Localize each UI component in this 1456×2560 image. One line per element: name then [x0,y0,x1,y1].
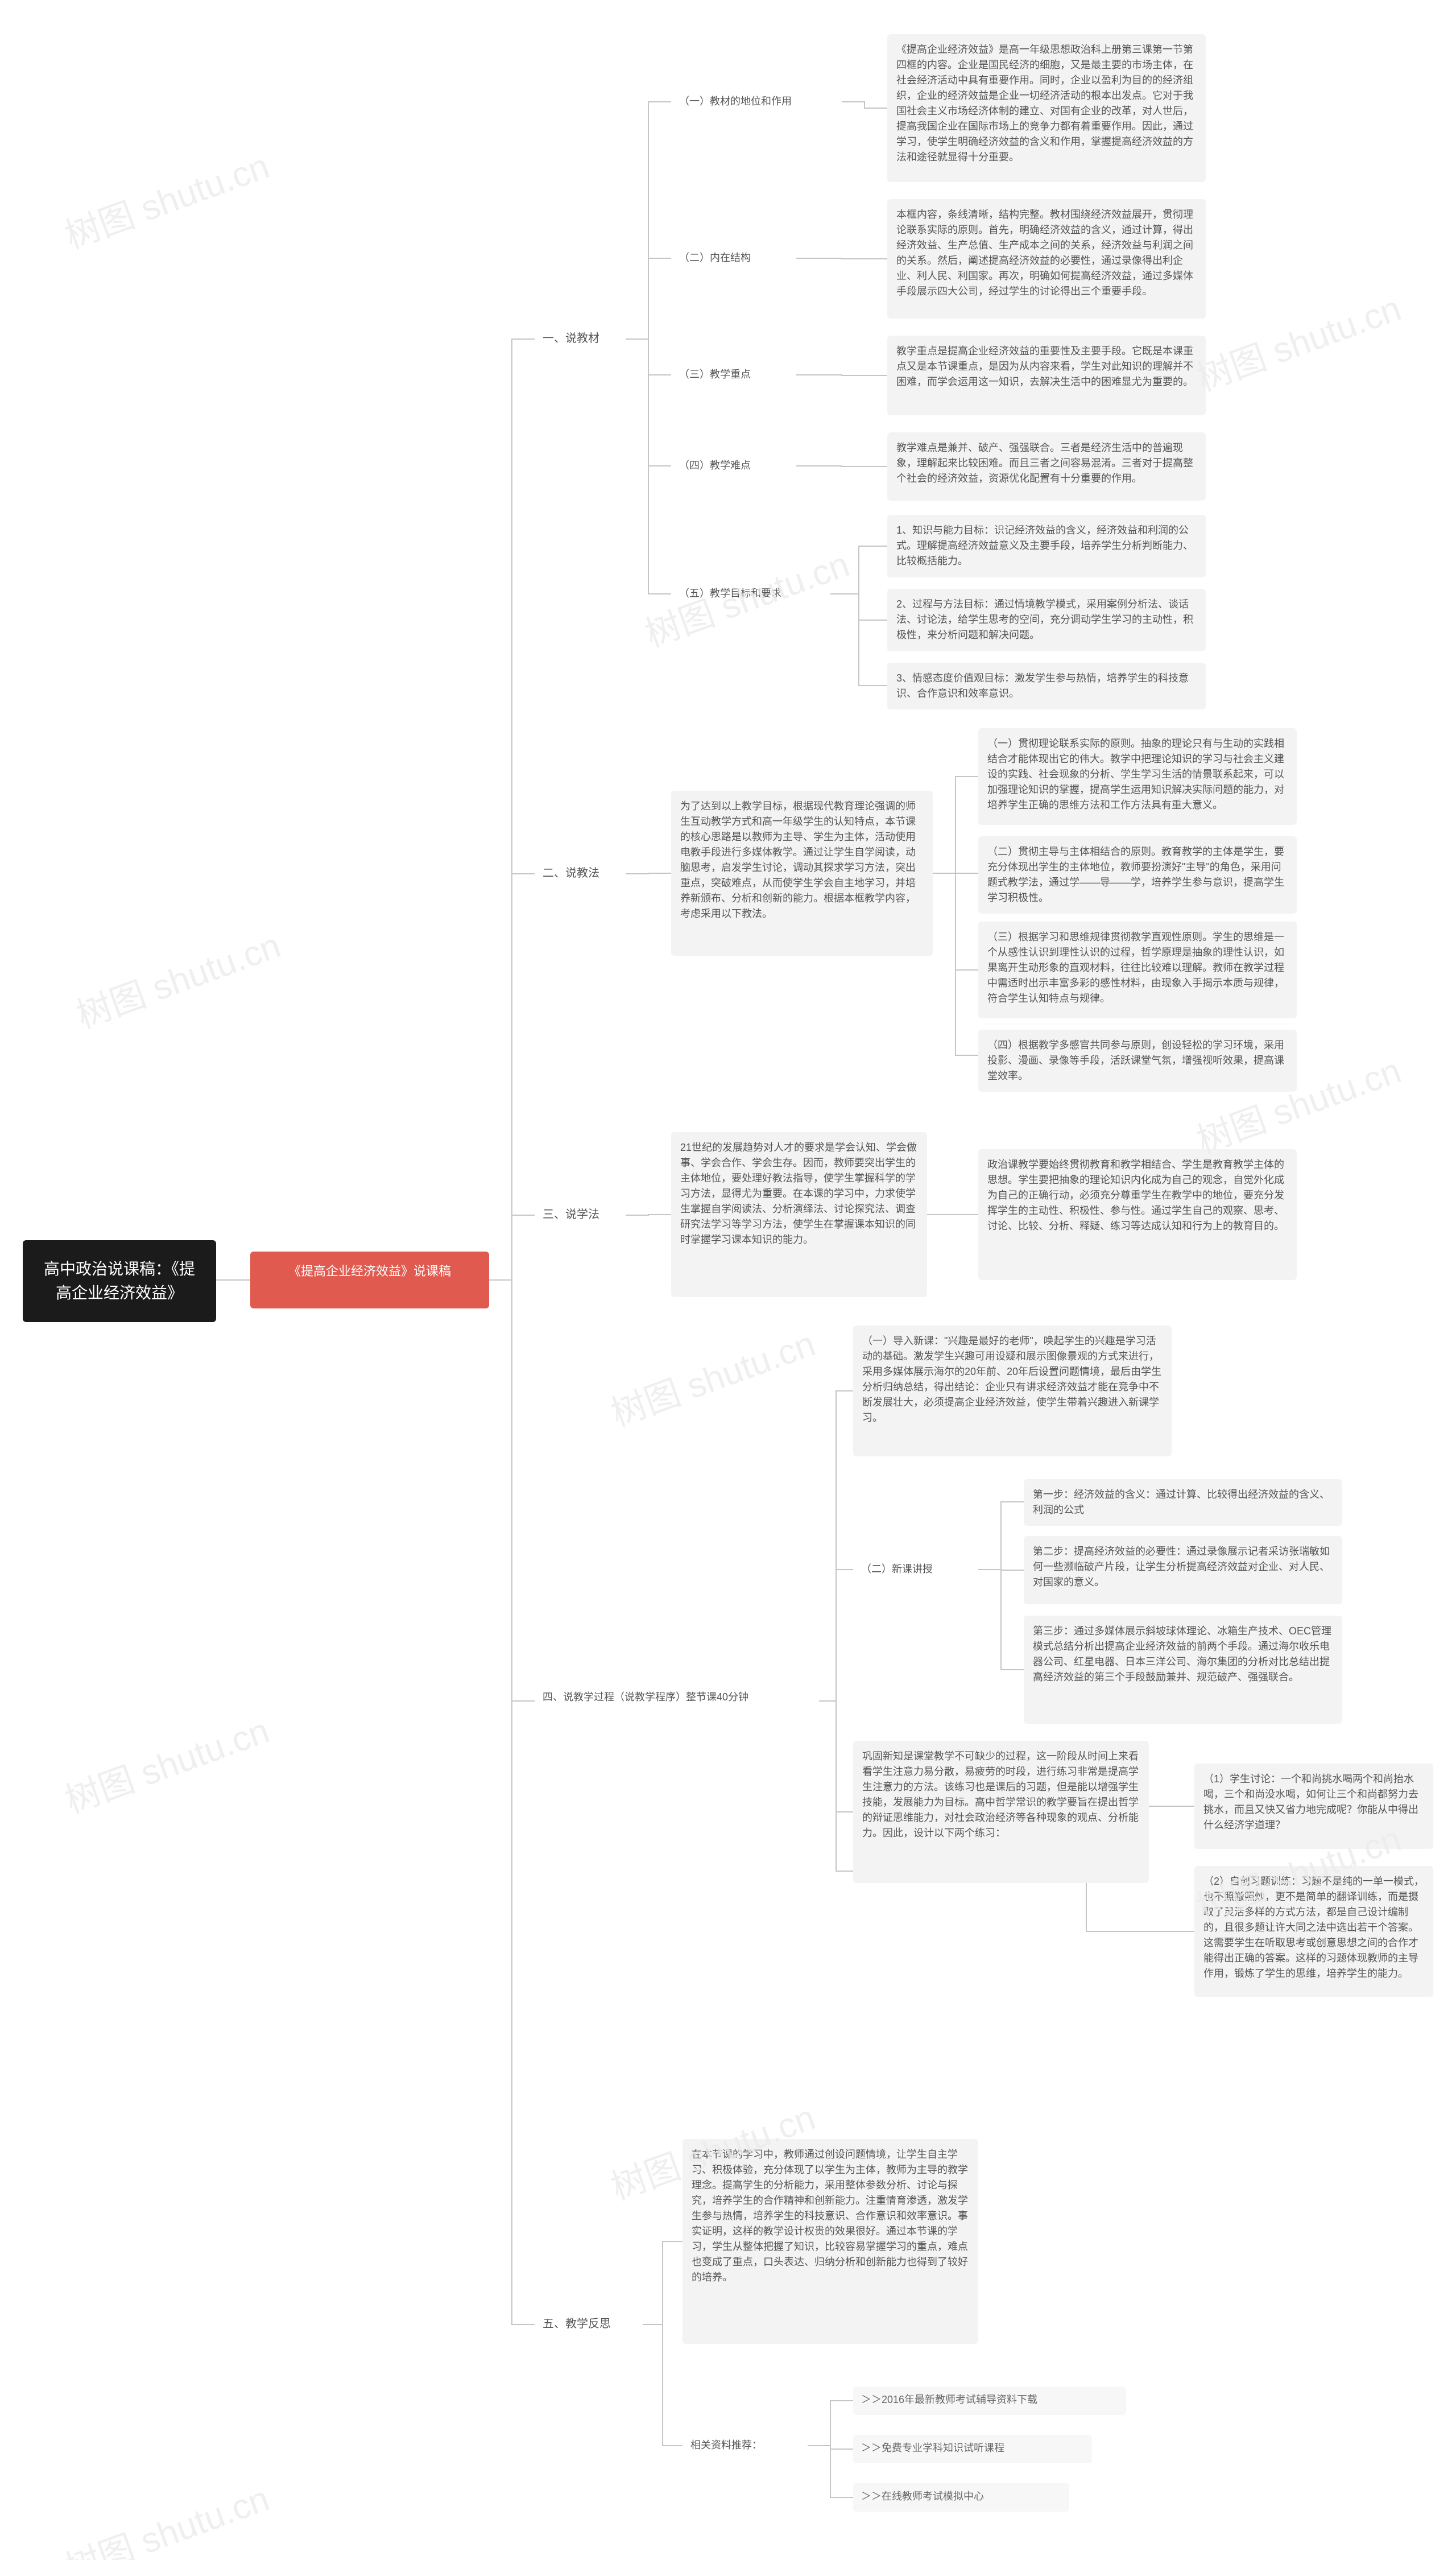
watermark: 树图 shutu.cn [57,1702,275,1823]
section-s5: 五、教学反思 [535,2310,643,2339]
section-s3: 三、说学法 [535,1200,626,1230]
box-s2a: （一）贯彻理论联系实际的原则。抽象的理论只有与生动的实践相结合才能体现出它的伟大… [978,728,1297,825]
box-s4b1: 第一步：经济效益的含义：通过计算、比较得出经济效益的含义、利润的公式 [1024,1479,1342,1526]
section-s4: 四、说教学过程（说教学程序）整节课40分钟 [535,1684,819,1718]
box-s1a1: 《提高企业经济效益》是高一年级思想政治科上册第三课第一节第四框的内容。企业是国民… [887,34,1206,182]
link-s5r3[interactable]: ＞＞在线教师考试模拟中心 [853,2483,1069,2512]
box-s3a: 政治课教学要始终贯彻教育和教学相结合、学生是教育教学主体的思想。学生要把抽象的理… [978,1149,1297,1280]
mid-s2mid: 为了达到以上教学目标，根据现代教育理论强调的师生互动教学方式和高一年级学生的认知… [671,791,933,956]
box-s2b: （二）贯彻主导与主体相结合的原则。教育教学的主体是学生，要充分体现出学生的主体地… [978,836,1297,914]
box-s1e2: 2、过程与方法目标：通过情境教学模式，采用案例分析法、谈话法、讨论法，给学生思考… [887,589,1206,651]
box-s4b2: 第二步：提高经济效益的必要性：通过录像展示记者采访张瑞敏如何一些濒临破产片段，让… [1024,1536,1342,1604]
box-s1d1: 教学难点是兼并、破产、强强联合。三者是经济生活中的普遍现象，理解起来比较困难。而… [887,432,1206,501]
watermark: 树图 shutu.cn [57,2470,275,2560]
section-s2: 二、说教法 [535,859,626,889]
box-s1e1: 1、知识与能力目标：识记经济效益的含义，经济效益和利润的公式。理解提高经济效益意… [887,515,1206,577]
leaf-s1d: （四）教学难点 [671,452,796,480]
leaf-s1c: （三）教学重点 [671,361,796,389]
box-s4b3: 第三步：通过多媒体展示斜坡球体理论、冰箱生产技术、OEC管理模式总结分析出提高企… [1024,1616,1342,1724]
sub-node: 《提高企业经济效益》说课稿 [250,1252,489,1308]
leaf-s1e: （五）教学目标和要求 [671,580,830,608]
link-s5r2[interactable]: ＞＞免费专业学科知识试听课程 [853,2435,1092,2463]
box-s2d: （四）根据教学多感官共同参与原则，创设轻松的学习环境，采用投影、漫画、录像等手段… [978,1030,1297,1092]
link-s5r1[interactable]: ＞＞2016年最新教师考试辅导资料下载 [853,2386,1126,2415]
watermark: 树图 shutu.cn [603,1315,821,1436]
box-s1c1: 教学重点是提高企业经济效益的重要性及主要手段。它既是本课重点又是本节课重点，是因… [887,336,1206,415]
box-s1e3: 3、情感态度价值观目标：激发学生参与热情，培养学生的科技意识、合作意识和效率意识… [887,663,1206,709]
leaf-s4a: （一）导入新课："兴趣是最好的老师"，唤起学生的兴趣是学习活动的基础。激发学生兴… [853,1326,1172,1456]
watermark: 树图 shutu.cn [57,138,275,259]
watermark: 树图 shutu.cn [1189,280,1407,401]
box-s4c2: （2）自创习题训练：习题不是纯的一单一模式，也不照搬照炒，更不是简单的翻译训练，… [1194,1866,1433,1997]
leaf-s1b: （二）内在结构 [671,245,796,272]
box-s4c1: （1）学生讨论：一个和尚挑水喝两个和尚抬水喝，三个和尚没水喝，如何让三个和尚都努… [1194,1764,1433,1849]
mid-s4cmid: 巩固新知是课堂教学不可缺少的过程，这一阶段从时间上来看看学生注意力易分散，易疲劳… [853,1741,1149,1883]
leaf-s5r: 相关资料推荐： [682,2432,808,2459]
box-s1b1: 本框内容，条线清晰，结构完整。教材围绕经济效益展开，贯彻理论联系实际的原则。首先… [887,199,1206,319]
leaf-s1a: （一）教材的地位和作用 [671,88,842,115]
leaf-s4b: （二）新课讲授 [853,1556,978,1583]
mid-s3mid: 21世纪的发展趋势对人才的要求是学会认知、学会做事、学会合作、学会生存。因而，教… [671,1132,927,1297]
watermark: 树图 shutu.cn [68,917,287,1038]
box-s2c: （三）根据学习和思维规律贯彻教学直观性原则。学生的思维是一个从感性认识到理性认识… [978,922,1297,1018]
mid-s5mid: 在本节课的学习中，教师通过创设问题情境，让学生自主学习、积极体验，充分体现了以学… [682,2139,978,2344]
root-node: 高中政治说课稿：《提高企业经济效益》 [23,1240,216,1322]
section-s1: 一、说教材 [535,324,626,354]
